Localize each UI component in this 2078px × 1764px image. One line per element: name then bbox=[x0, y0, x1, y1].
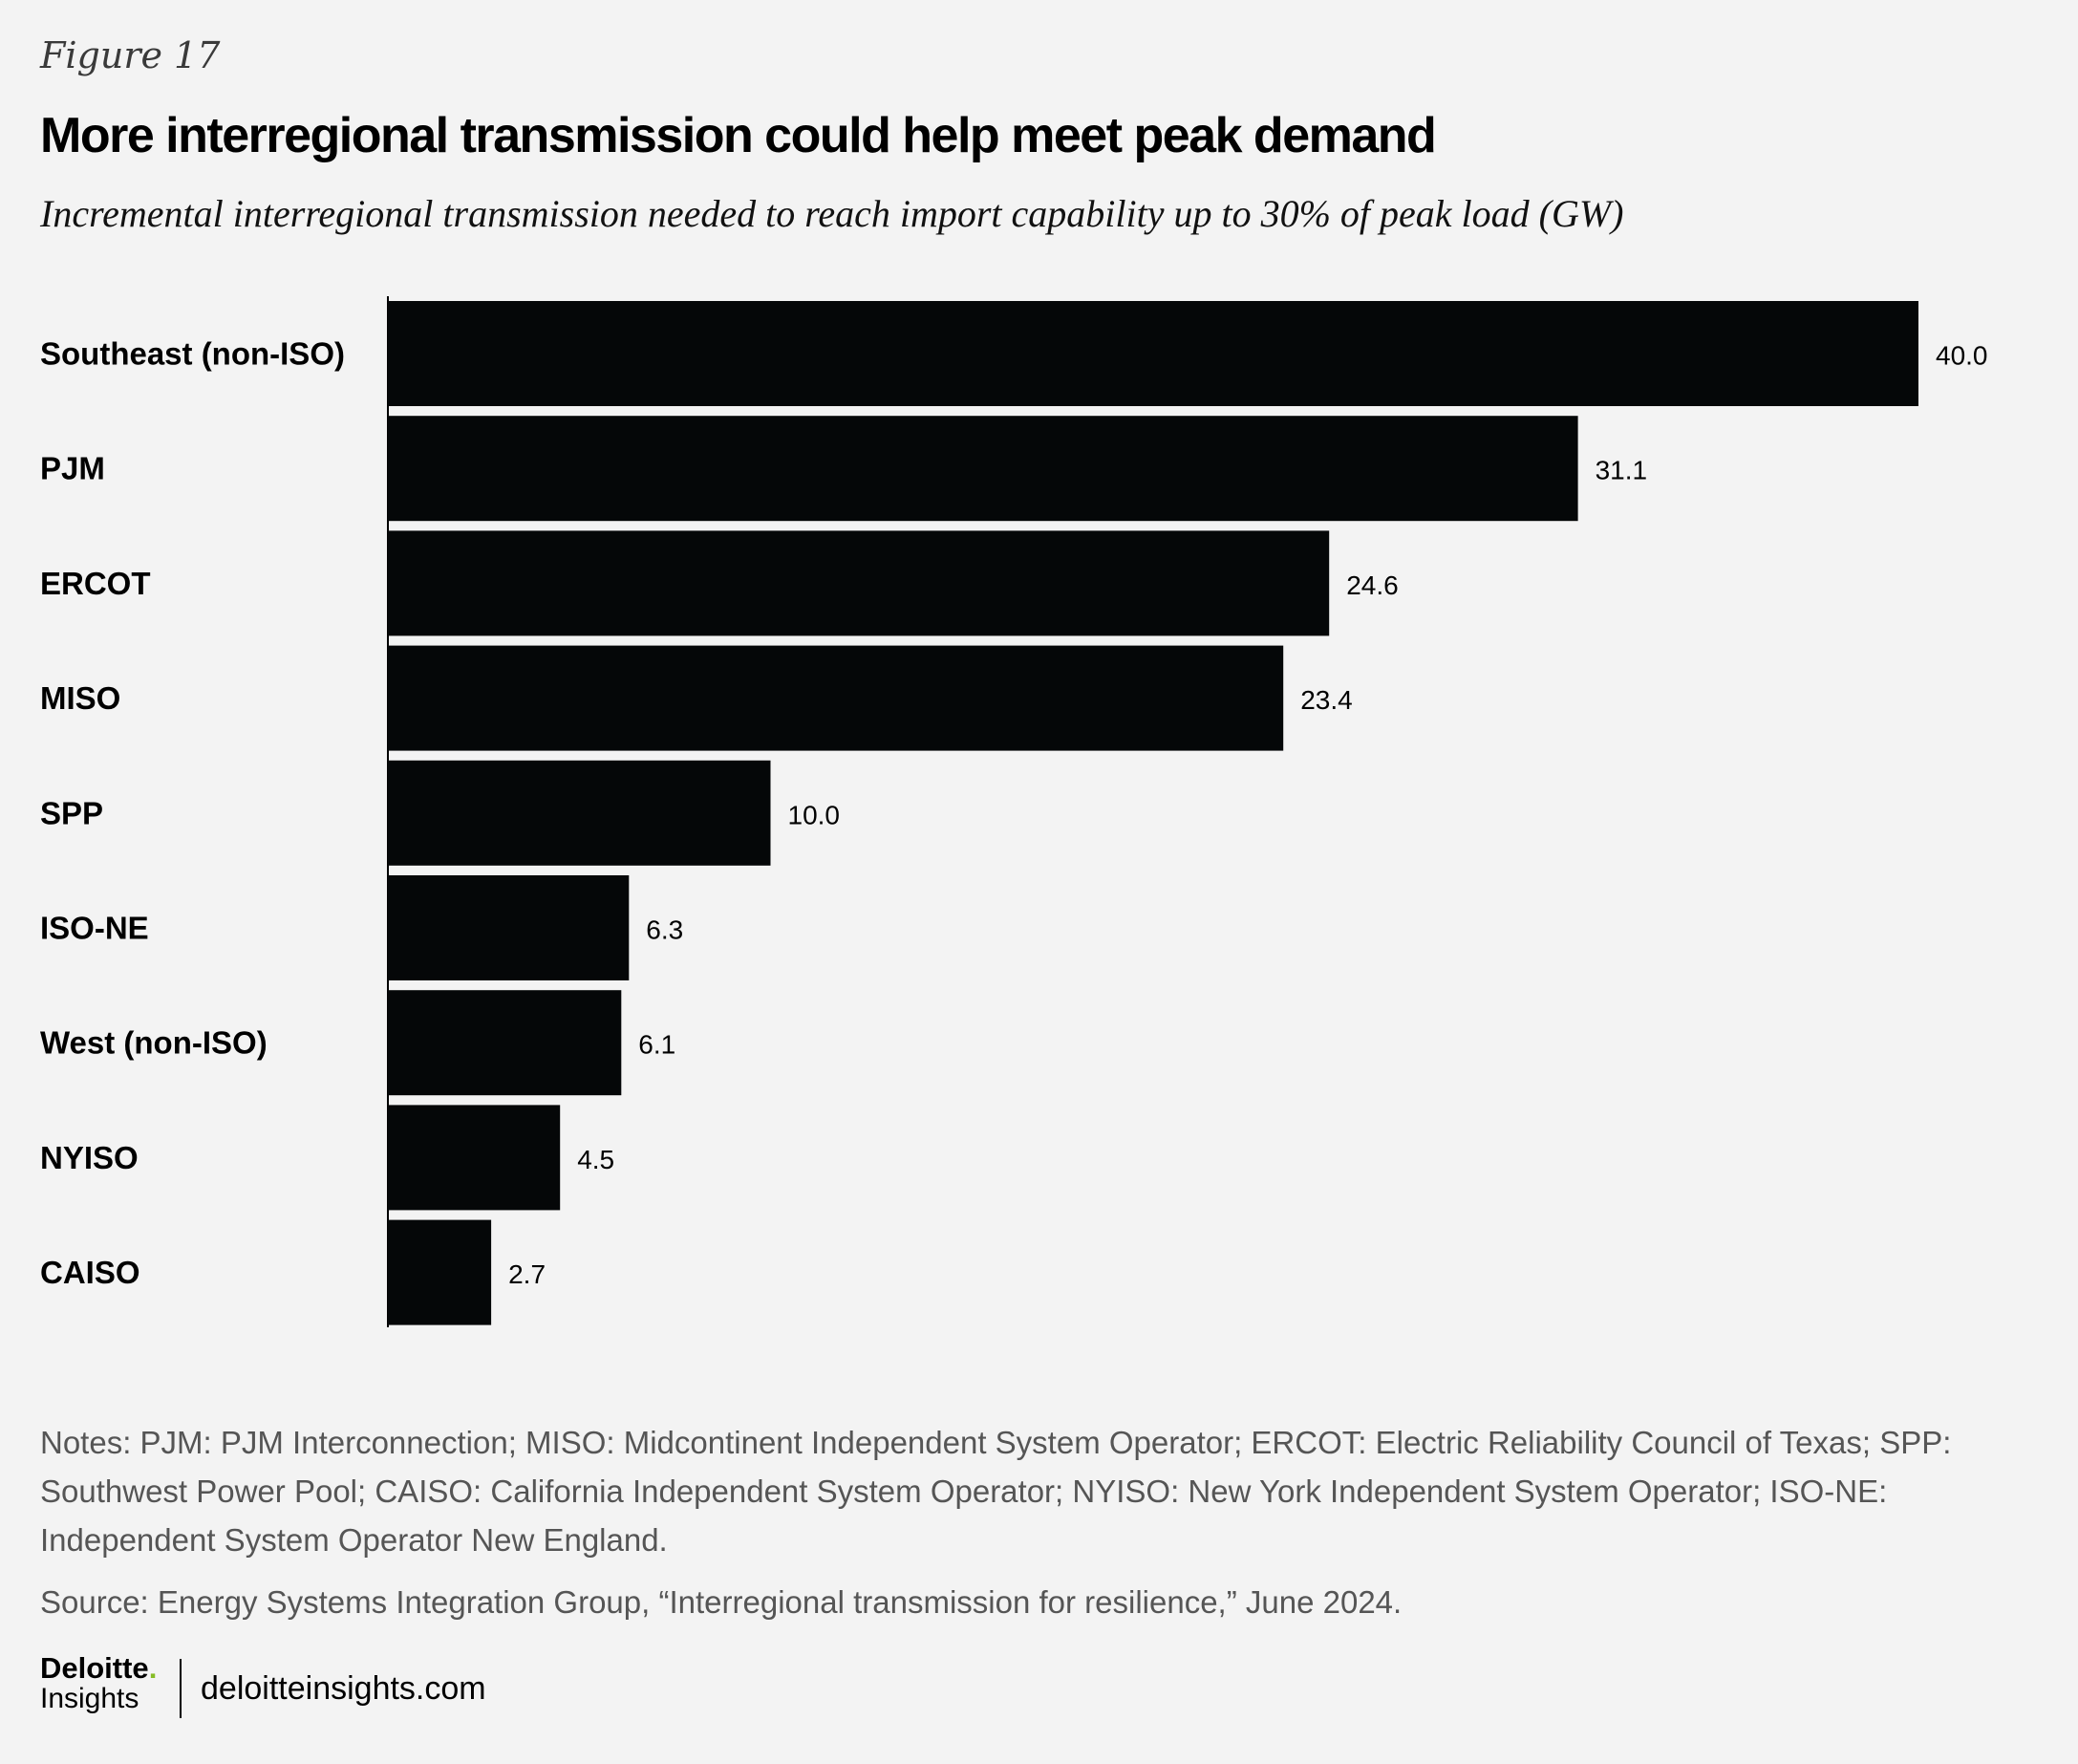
chart-source: Source: Energy Systems Integration Group… bbox=[40, 1584, 1403, 1620]
bar bbox=[388, 875, 630, 980]
brand-name: Deloitte. bbox=[40, 1653, 183, 1684]
category-label: West (non-ISO) bbox=[40, 1025, 268, 1061]
value-label: 6.3 bbox=[646, 915, 683, 945]
bar bbox=[388, 1105, 561, 1211]
category-label: ISO-NE bbox=[40, 911, 149, 946]
bar bbox=[388, 990, 622, 1096]
bar bbox=[388, 645, 1284, 751]
brand-sub: Insights bbox=[40, 1683, 139, 1714]
figure-label: Figure 17 bbox=[40, 34, 221, 76]
value-label: 6.1 bbox=[638, 1030, 675, 1060]
category-label: ERCOT bbox=[40, 566, 151, 601]
value-label: 31.1 bbox=[1596, 456, 1648, 485]
bar bbox=[388, 416, 1578, 522]
bar-chart: Southeast (non-ISO) 40.0 PJM 31.1 ERCOT 24.6 M… bbox=[40, 296, 1988, 1327]
bar bbox=[388, 1219, 492, 1325]
value-label: 4.5 bbox=[577, 1145, 614, 1174]
brand-wordmark: Deloitte bbox=[40, 1651, 149, 1685]
chart-subtitle: Incremental interregional transmission n… bbox=[40, 192, 1624, 235]
bar bbox=[388, 301, 1918, 406]
value-label: 2.7 bbox=[508, 1259, 546, 1289]
bar bbox=[388, 760, 771, 866]
category-label: Southeast (non-ISO) bbox=[40, 336, 345, 372]
deloitte-insights-logo: Deloitte. Insights bbox=[40, 1653, 183, 1714]
site-link[interactable]: deloitteinsights.com bbox=[201, 1670, 486, 1707]
category-label: PJM bbox=[40, 451, 105, 486]
value-label: 40.0 bbox=[1936, 341, 1988, 371]
footer-divider bbox=[180, 1659, 182, 1718]
chart-title: More interregional transmission could he… bbox=[40, 108, 1437, 163]
value-label: 10.0 bbox=[788, 800, 841, 829]
value-label: 23.4 bbox=[1300, 685, 1353, 715]
bar bbox=[388, 530, 1330, 636]
category-label: SPP bbox=[40, 795, 103, 830]
brand-dot: . bbox=[148, 1651, 158, 1685]
category-label: CAISO bbox=[40, 1255, 140, 1290]
category-label: MISO bbox=[40, 680, 120, 716]
value-label: 24.6 bbox=[1346, 570, 1399, 600]
category-label: NYISO bbox=[40, 1140, 139, 1175]
chart-notes: Notes: PJM: PJM Interconnection; MISO: M… bbox=[40, 1425, 1952, 1558]
